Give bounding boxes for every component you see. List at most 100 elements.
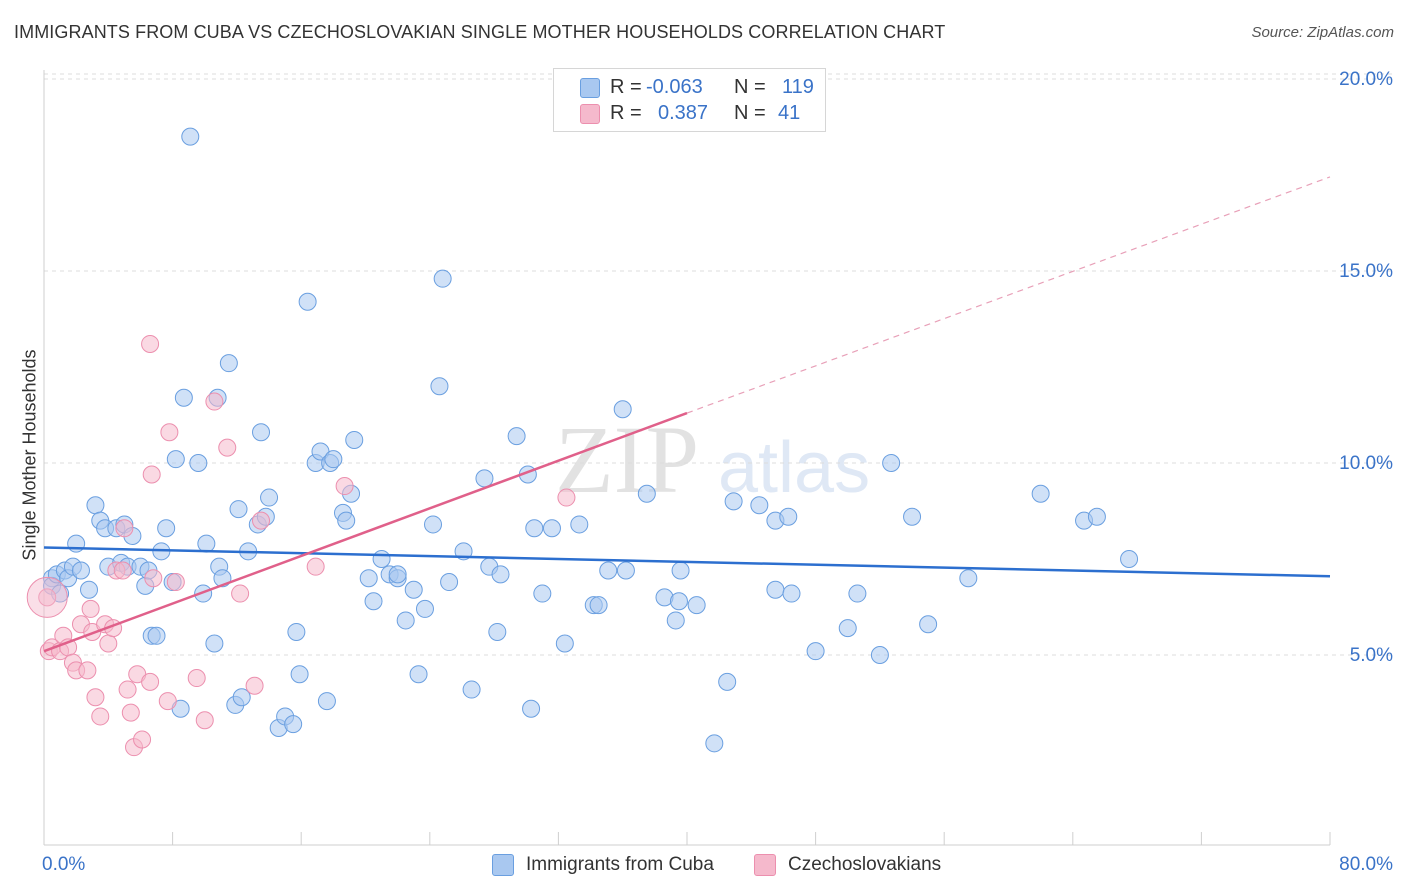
y-tick-label: 15.0% [1339,261,1393,282]
bottom-legend-czech: Czechoslovakians [754,852,941,878]
point-czech [142,465,161,484]
legend-r-label: R = [610,101,642,124]
point-cuba [1087,507,1106,526]
bottom-legend-cuba: Immigrants from Cuba [492,852,714,878]
point-cuba [396,611,415,630]
bottom-legend-label-cuba: Immigrants from Cuba [526,854,714,875]
point-czech [335,477,354,496]
point-czech [205,392,224,411]
correlation-legend: R = -0.063 N = 119 R = 0.387 N = 41 [553,68,826,132]
point-cuba [298,292,317,311]
legend-n-value: 119 [782,75,814,98]
grid-lines [44,73,1395,656]
y-axis-label: Single Mother Households [19,349,40,561]
point-czech [187,669,206,688]
point-cuba [838,619,857,638]
point-cuba [372,550,391,568]
point-cuba [388,565,407,584]
point-cuba [181,127,200,146]
point-cuba [718,672,737,691]
point-cuba [903,507,922,526]
point-czech [166,573,185,592]
point-cuba [542,519,561,538]
point-czech [81,599,100,618]
bottom-legend-label-czech: Czechoslovakians [788,854,942,875]
point-czech [113,561,132,580]
point-cuba [637,484,656,503]
point-czech [91,707,110,726]
point-cuba [67,534,86,553]
legend-row-czech: R = 0.387 N = 41 [554,100,825,126]
point-cuba [782,584,801,603]
point-cuba [507,427,526,446]
y-tick-labels: 5.0% 10.0% 15.0% 20.0% [1339,69,1393,666]
point-cuba [345,430,364,449]
point-czech [245,676,264,695]
point-czech [557,488,576,507]
point-czech [252,511,271,530]
bottom-legend-swatch-cuba [492,854,514,876]
point-cuba [462,680,481,699]
chart-title: IMMIGRANTS FROM CUBA VS CZECHOSLOVAKIAN … [14,22,946,42]
point-cuba [147,626,166,645]
point-czech [306,557,325,576]
point-czech [160,423,179,442]
y-tick-label: 5.0% [1350,645,1393,666]
point-cuba [174,388,193,407]
source-label: Source: ZipAtlas.com [1251,24,1394,41]
x-tick-label: 0.0% [42,854,85,875]
point-cuba [724,492,743,511]
point-cuba [260,488,279,507]
point-cuba [409,665,428,684]
axes [43,70,1331,846]
point-cuba [284,715,303,734]
point-czech-large [26,576,68,618]
point-cuba [80,580,99,599]
point-cuba [475,469,494,488]
point-cuba [415,599,434,618]
trend-line-czech-extension [686,176,1331,414]
watermark: ZIP atlas [555,406,870,513]
point-czech [121,703,140,722]
point-cuba [882,454,901,472]
point-cuba [555,634,574,653]
point-cuba [71,561,90,580]
point-cuba [779,507,798,526]
point-cuba [337,511,356,530]
point-cuba [666,611,685,630]
point-czech [141,672,160,691]
point-czech [133,730,152,749]
trend-line-czech [43,411,688,653]
point-cuba [440,573,459,592]
point-cuba [671,561,690,580]
point-cuba [404,580,423,599]
x-tick-label: 80.0% [1339,854,1393,875]
point-cuba [229,500,248,519]
x-tick-labels: 0.0% 80.0% [42,854,1393,875]
bottom-legend-swatch-czech [754,854,776,876]
point-cuba [166,450,185,469]
point-cuba [364,592,383,611]
point-cuba [522,699,541,718]
point-cuba [669,592,688,611]
legend-swatch-cuba [580,78,600,98]
point-cuba [919,615,938,634]
legend-n-label: N = [734,75,766,98]
watermark-atlas: atlas [718,428,870,508]
point-czech [118,680,137,699]
point-cuba [86,496,105,515]
point-cuba [157,519,176,538]
point-cuba [197,534,216,553]
trend-line-cuba [43,546,1331,578]
point-cuba [959,569,978,588]
point-cuba [705,734,724,753]
point-cuba [491,565,510,584]
point-cuba [599,561,618,580]
point-cuba [232,688,251,707]
point-czech [218,438,237,457]
point-cuba [430,377,449,396]
legend-n-label: N = [734,101,766,124]
series-czech-points [26,334,576,757]
legend-r-label: R = [610,75,642,98]
point-cuba [750,496,769,515]
